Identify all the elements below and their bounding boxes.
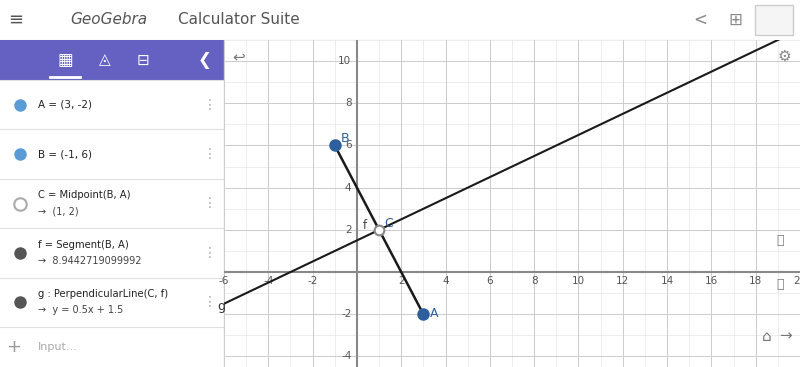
Text: Calculator Suite: Calculator Suite: [178, 12, 300, 28]
Text: 🔍: 🔍: [776, 278, 784, 291]
Text: Input...: Input...: [38, 342, 78, 352]
Text: ≡: ≡: [9, 11, 23, 29]
Text: ⊟: ⊟: [137, 52, 150, 68]
Text: 4: 4: [345, 183, 351, 193]
Text: f: f: [362, 219, 366, 232]
Text: ⋮: ⋮: [203, 98, 217, 112]
Text: 12: 12: [616, 276, 630, 286]
Text: B = (-1, 6): B = (-1, 6): [38, 149, 92, 159]
Text: C: C: [385, 217, 394, 230]
Text: 6: 6: [486, 276, 493, 286]
Text: B: B: [340, 132, 349, 145]
Text: <: <: [693, 11, 707, 29]
Text: GeoGebra: GeoGebra: [70, 12, 147, 28]
Text: ❮: ❮: [198, 51, 212, 69]
Text: 20: 20: [794, 276, 800, 286]
Text: g : PerpendicularLine(C, f): g : PerpendicularLine(C, f): [38, 289, 168, 299]
Text: ↩: ↩: [232, 49, 245, 64]
Text: ▦: ▦: [57, 51, 73, 69]
Text: -4: -4: [341, 352, 351, 361]
Text: 4: 4: [442, 276, 449, 286]
Text: A: A: [430, 308, 438, 320]
FancyBboxPatch shape: [755, 5, 793, 35]
Text: 10: 10: [338, 56, 351, 66]
Text: ⋮: ⋮: [203, 246, 217, 260]
Text: ⋮: ⋮: [203, 196, 217, 211]
Text: C = Midpoint(B, A): C = Midpoint(B, A): [38, 190, 130, 200]
Text: -2: -2: [307, 276, 318, 286]
Text: -6: -6: [219, 276, 229, 286]
Text: ⊞: ⊞: [728, 11, 742, 29]
Text: 18: 18: [749, 276, 762, 286]
Text: -2: -2: [341, 309, 351, 319]
Text: ⋮: ⋮: [203, 147, 217, 161]
Text: 2: 2: [398, 276, 405, 286]
Text: f = Segment(B, A): f = Segment(B, A): [38, 240, 129, 250]
Text: 6: 6: [345, 141, 351, 150]
Text: ⋮: ⋮: [203, 295, 217, 309]
Text: ⚙: ⚙: [777, 49, 791, 64]
Text: 16: 16: [705, 276, 718, 286]
Text: →  (1, 2): → (1, 2): [38, 207, 78, 217]
Text: 🔍: 🔍: [776, 234, 784, 247]
Text: →  y = 0.5x + 1.5: → y = 0.5x + 1.5: [38, 305, 123, 315]
Text: →: →: [779, 329, 792, 344]
Text: 2: 2: [345, 225, 351, 235]
Text: 10: 10: [572, 276, 585, 286]
Text: 8: 8: [531, 276, 538, 286]
Text: -4: -4: [263, 276, 274, 286]
Text: ◬: ◬: [99, 52, 111, 68]
Bar: [0, 40, 224, 80]
Text: 14: 14: [661, 276, 674, 286]
Text: +: +: [6, 338, 22, 356]
Text: ⌂: ⌂: [762, 329, 771, 344]
Text: A = (3, -2): A = (3, -2): [38, 100, 92, 110]
Text: 8: 8: [345, 98, 351, 108]
Text: g: g: [218, 300, 226, 313]
Text: →  8.9442719099992: → 8.9442719099992: [38, 256, 142, 266]
